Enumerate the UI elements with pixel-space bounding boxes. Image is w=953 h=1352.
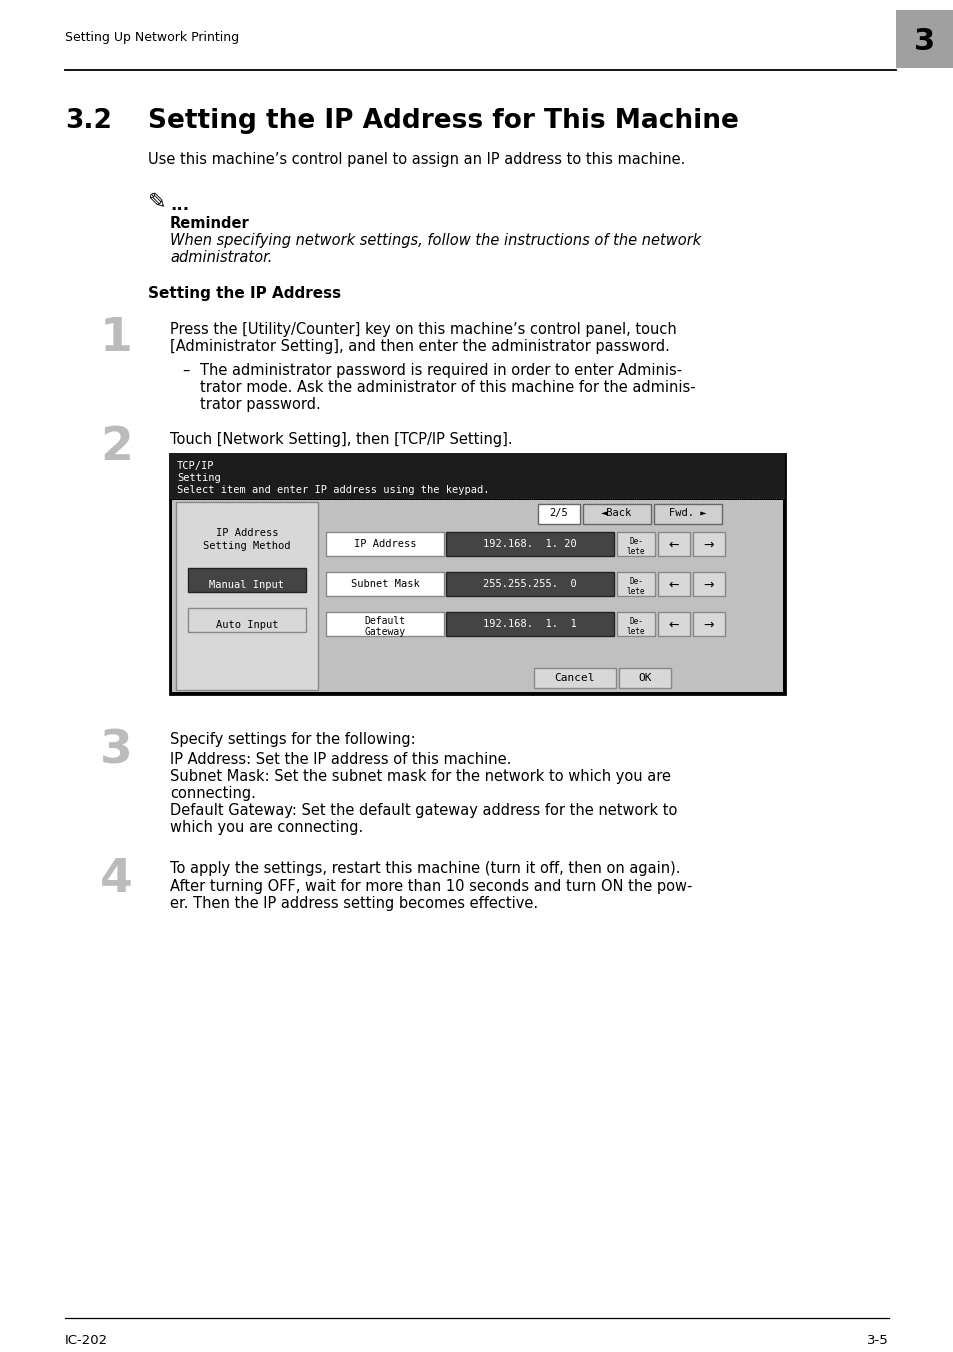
Text: The administrator password is required in order to enter Adminis-: The administrator password is required i…: [200, 362, 681, 379]
Bar: [654, 504, 721, 525]
Bar: [170, 454, 784, 694]
Text: Setting: Setting: [177, 473, 220, 483]
Text: 1: 1: [100, 316, 132, 361]
Text: 2: 2: [100, 425, 132, 470]
Bar: [170, 454, 784, 498]
Text: →: →: [703, 619, 714, 631]
Text: Default: Default: [364, 617, 405, 626]
Bar: [617, 612, 655, 635]
Bar: [172, 500, 782, 692]
Text: Specify settings for the following:: Specify settings for the following:: [170, 731, 416, 748]
Text: Default Gateway: Set the default gateway address for the network to: Default Gateway: Set the default gateway…: [170, 803, 677, 818]
Text: When specifying network settings, follow the instructions of the network: When specifying network settings, follow…: [170, 233, 700, 247]
Text: Setting Up Network Printing: Setting Up Network Printing: [65, 31, 239, 45]
Text: IP Address: Set the IP address of this machine.: IP Address: Set the IP address of this m…: [170, 752, 511, 767]
Bar: [446, 531, 614, 556]
Text: ...: ...: [170, 196, 189, 214]
Text: IP Address
Setting Method: IP Address Setting Method: [203, 529, 291, 552]
Text: Reminder: Reminder: [170, 216, 250, 231]
Bar: [658, 612, 689, 635]
Text: 2/5: 2/5: [549, 508, 568, 518]
Text: 3: 3: [100, 727, 132, 773]
Bar: [617, 531, 655, 556]
Text: Gateway: Gateway: [364, 627, 405, 637]
Bar: [326, 531, 443, 556]
Text: 4: 4: [100, 857, 132, 902]
Bar: [188, 568, 306, 592]
Text: De-
lete: De- lete: [626, 577, 644, 596]
Bar: [188, 608, 306, 631]
Bar: [618, 668, 670, 688]
Bar: [446, 612, 614, 635]
Text: Setting the IP Address for This Machine: Setting the IP Address for This Machine: [148, 108, 739, 134]
Text: 3: 3: [914, 27, 935, 57]
Text: Auto Input: Auto Input: [215, 621, 278, 630]
Bar: [692, 531, 724, 556]
Text: –: –: [182, 362, 190, 379]
Text: trator mode. Ask the administrator of this machine for the adminis-: trator mode. Ask the administrator of th…: [200, 380, 695, 395]
Text: administrator.: administrator.: [170, 250, 273, 265]
Bar: [582, 504, 650, 525]
Text: [Administrator Setting], and then enter the administrator password.: [Administrator Setting], and then enter …: [170, 339, 669, 354]
Text: er. Then the IP address setting becomes effective.: er. Then the IP address setting becomes …: [170, 896, 537, 911]
Bar: [326, 572, 443, 596]
Text: 192.168.  1. 20: 192.168. 1. 20: [482, 539, 577, 549]
Text: Touch [Network Setting], then [TCP/IP Setting].: Touch [Network Setting], then [TCP/IP Se…: [170, 433, 512, 448]
Text: TCP/IP: TCP/IP: [177, 461, 214, 470]
Bar: [658, 531, 689, 556]
Text: Manual Input: Manual Input: [210, 580, 284, 589]
Text: Subnet Mask: Subnet Mask: [351, 579, 419, 589]
Text: trator password.: trator password.: [200, 397, 320, 412]
Text: Subnet Mask: Set the subnet mask for the network to which you are: Subnet Mask: Set the subnet mask for the…: [170, 769, 670, 784]
Bar: [446, 572, 614, 596]
Text: IP Address: IP Address: [354, 539, 416, 549]
Text: Setting the IP Address: Setting the IP Address: [148, 287, 341, 301]
Bar: [895, 9, 953, 68]
Bar: [617, 572, 655, 596]
Text: To apply the settings, restart this machine (turn it off, then on again).: To apply the settings, restart this mach…: [170, 861, 679, 876]
Text: connecting.: connecting.: [170, 786, 255, 800]
Text: 3-5: 3-5: [866, 1334, 888, 1347]
Text: which you are connecting.: which you are connecting.: [170, 821, 363, 836]
Bar: [658, 572, 689, 596]
Bar: [537, 504, 579, 525]
Text: Use this machine’s control panel to assign an IP address to this machine.: Use this machine’s control panel to assi…: [148, 151, 684, 168]
Text: ←: ←: [668, 619, 679, 631]
Text: OK: OK: [638, 673, 651, 683]
Text: →: →: [703, 579, 714, 592]
Bar: [175, 502, 317, 690]
Text: ◄Back: ◄Back: [600, 508, 632, 518]
Text: De-
lete: De- lete: [626, 537, 644, 557]
Text: Press the [Utility/Counter] key on this machine’s control panel, touch: Press the [Utility/Counter] key on this …: [170, 322, 676, 337]
Text: →: →: [703, 539, 714, 552]
Text: After turning OFF, wait for more than 10 seconds and turn ON the pow-: After turning OFF, wait for more than 10…: [170, 879, 692, 894]
Text: De-
lete: De- lete: [626, 617, 644, 637]
Text: Cancel: Cancel: [554, 673, 595, 683]
Bar: [692, 572, 724, 596]
Text: 192.168.  1.  1: 192.168. 1. 1: [482, 619, 577, 629]
Text: Fwd. ►: Fwd. ►: [669, 508, 706, 518]
Text: 255.255.255.  0: 255.255.255. 0: [482, 579, 577, 589]
Bar: [692, 612, 724, 635]
Text: ←: ←: [668, 539, 679, 552]
Text: ✎: ✎: [148, 192, 167, 212]
Bar: [534, 668, 616, 688]
Text: 3.2: 3.2: [65, 108, 112, 134]
Text: ←: ←: [668, 579, 679, 592]
Bar: [326, 612, 443, 635]
Text: IC-202: IC-202: [65, 1334, 108, 1347]
Text: Select item and enter IP address using the keypad.: Select item and enter IP address using t…: [177, 485, 489, 495]
